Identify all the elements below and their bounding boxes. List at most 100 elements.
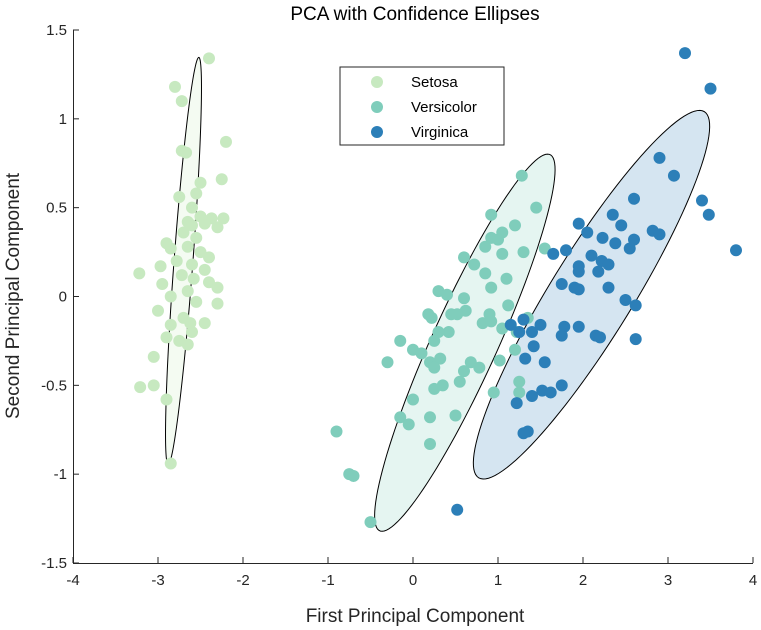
- legend: Setosa Versicolor Virginica: [339, 66, 505, 146]
- data-point: [510, 397, 523, 410]
- data-point: [187, 272, 200, 285]
- data-point: [152, 304, 164, 317]
- data-point: [203, 251, 215, 264]
- confidence-ellipses: [165, 56, 711, 532]
- data-point: [428, 382, 441, 395]
- data-point: [572, 217, 585, 230]
- data-point: [186, 201, 198, 214]
- data-point: [526, 326, 538, 339]
- y-tick-label: 1: [59, 111, 67, 128]
- data-point: [180, 146, 193, 159]
- data-point: [667, 169, 680, 182]
- data-point: [184, 317, 197, 330]
- data-point: [696, 194, 708, 207]
- data-point: [629, 299, 642, 312]
- data-point: [458, 251, 470, 264]
- data-point: [653, 228, 666, 241]
- data-point: [215, 173, 228, 186]
- x-tick-label: 2: [579, 572, 587, 589]
- data-point: [177, 226, 190, 239]
- data-point: [538, 356, 551, 369]
- data-point: [623, 242, 636, 255]
- data-point: [555, 278, 568, 291]
- series-virginica: [451, 47, 742, 516]
- x-tick-label: 0: [409, 572, 417, 589]
- data-point: [173, 191, 186, 204]
- y-tick-label: 0.5: [46, 200, 67, 217]
- x-axis-title: First Principal Component: [306, 606, 525, 627]
- axes: -4 -3 -2 -1 0 1 2 3 4 1.5 1 0.5 0 -0.5 -1 -1.5: [41, 22, 757, 589]
- data-point: [602, 281, 615, 294]
- data-point: [615, 219, 628, 232]
- data-point: [519, 352, 532, 365]
- data-point: [190, 295, 203, 308]
- data-point: [487, 386, 500, 399]
- data-point: [211, 221, 224, 234]
- data-point: [415, 347, 428, 360]
- data-point: [653, 151, 666, 164]
- data-point: [147, 379, 160, 392]
- data-point: [513, 326, 526, 339]
- data-point: [407, 393, 419, 406]
- data-point: [544, 386, 557, 399]
- data-point: [527, 340, 540, 353]
- y-tick-label: 0: [59, 289, 67, 306]
- data-point: [594, 331, 606, 344]
- x-tick-label: -4: [66, 572, 79, 589]
- y-ticks: 1.5 1 0.5 0 -0.5 -1 -1.5: [41, 22, 79, 572]
- data-point: [170, 254, 183, 267]
- data-point: [156, 278, 169, 291]
- data-point: [555, 379, 568, 392]
- data-point: [432, 326, 445, 339]
- data-point: [504, 318, 517, 331]
- data-point: [186, 326, 198, 339]
- data-point: [169, 80, 181, 93]
- plot-area: [133, 47, 742, 532]
- data-point: [479, 267, 492, 280]
- legend-label: Setosa: [411, 74, 458, 91]
- data-point: [190, 187, 203, 200]
- data-point: [147, 350, 160, 363]
- data-point: [190, 231, 203, 244]
- data-point: [513, 386, 526, 399]
- data-point: [485, 208, 498, 221]
- data-point: [547, 247, 560, 260]
- data-point: [428, 361, 441, 374]
- data-point: [186, 219, 198, 232]
- data-point: [364, 516, 377, 529]
- data-point: [534, 318, 547, 331]
- data-point: [485, 315, 498, 328]
- data-point: [458, 292, 470, 305]
- data-point: [502, 299, 515, 312]
- data-point: [530, 201, 543, 214]
- data-point: [509, 219, 521, 232]
- legend-marker: [371, 101, 383, 113]
- data-point: [441, 288, 453, 301]
- data-point: [596, 231, 609, 244]
- x-tick-label: -2: [236, 572, 249, 589]
- data-point: [220, 135, 232, 148]
- data-point: [453, 375, 466, 388]
- data-point: [347, 469, 360, 482]
- data-point: [154, 260, 167, 273]
- data-points: [133, 47, 742, 529]
- data-point: [425, 311, 438, 324]
- data-point: [394, 411, 407, 424]
- data-point: [500, 272, 513, 285]
- data-point: [485, 281, 498, 294]
- legend-label: Virginica: [411, 124, 469, 141]
- legend-entry-virginica: Virginica: [371, 124, 469, 141]
- data-point: [160, 393, 173, 406]
- data-point: [560, 244, 572, 257]
- data-point: [198, 217, 211, 230]
- data-point: [451, 503, 464, 516]
- data-point: [526, 389, 538, 402]
- data-point: [445, 308, 458, 321]
- x-tick-label: -3: [151, 572, 164, 589]
- data-point: [609, 237, 622, 250]
- x-ticks: -4 -3 -2 -1 0 1 2 3 4: [66, 557, 757, 589]
- data-point: [468, 258, 481, 271]
- data-point: [628, 233, 640, 246]
- data-point: [704, 82, 717, 95]
- data-point: [572, 265, 585, 278]
